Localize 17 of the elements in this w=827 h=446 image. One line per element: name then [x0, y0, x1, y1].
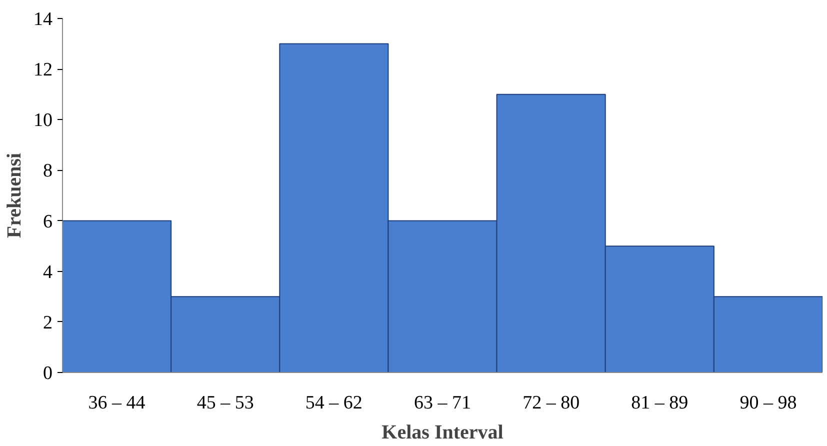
- x-tick-label: 45 – 53: [196, 392, 254, 414]
- y-tick-label: 12: [34, 60, 52, 81]
- y-tick-label: 2: [43, 312, 52, 334]
- y-tick-label: 10: [34, 110, 52, 132]
- x-tick-label: 54 – 62: [305, 392, 362, 414]
- y-axis-title: Frekuensi: [4, 152, 26, 238]
- y-tick-label: 4: [43, 262, 53, 283]
- y-tick-label: 0: [43, 363, 52, 384]
- x-axis-title: Kelas Interval: [382, 422, 504, 444]
- y-tick-label: 8: [43, 160, 52, 182]
- x-tick-label: 63 – 71: [414, 392, 471, 414]
- y-tick-label: 6: [43, 211, 52, 232]
- x-tick-label: 72 – 80: [522, 392, 580, 414]
- x-tick-label: 81 – 89: [631, 392, 688, 414]
- y-tick-label: 14: [34, 9, 53, 30]
- x-tick-label: 90 – 98: [740, 392, 797, 414]
- x-tick-label: 36 – 44: [88, 392, 146, 414]
